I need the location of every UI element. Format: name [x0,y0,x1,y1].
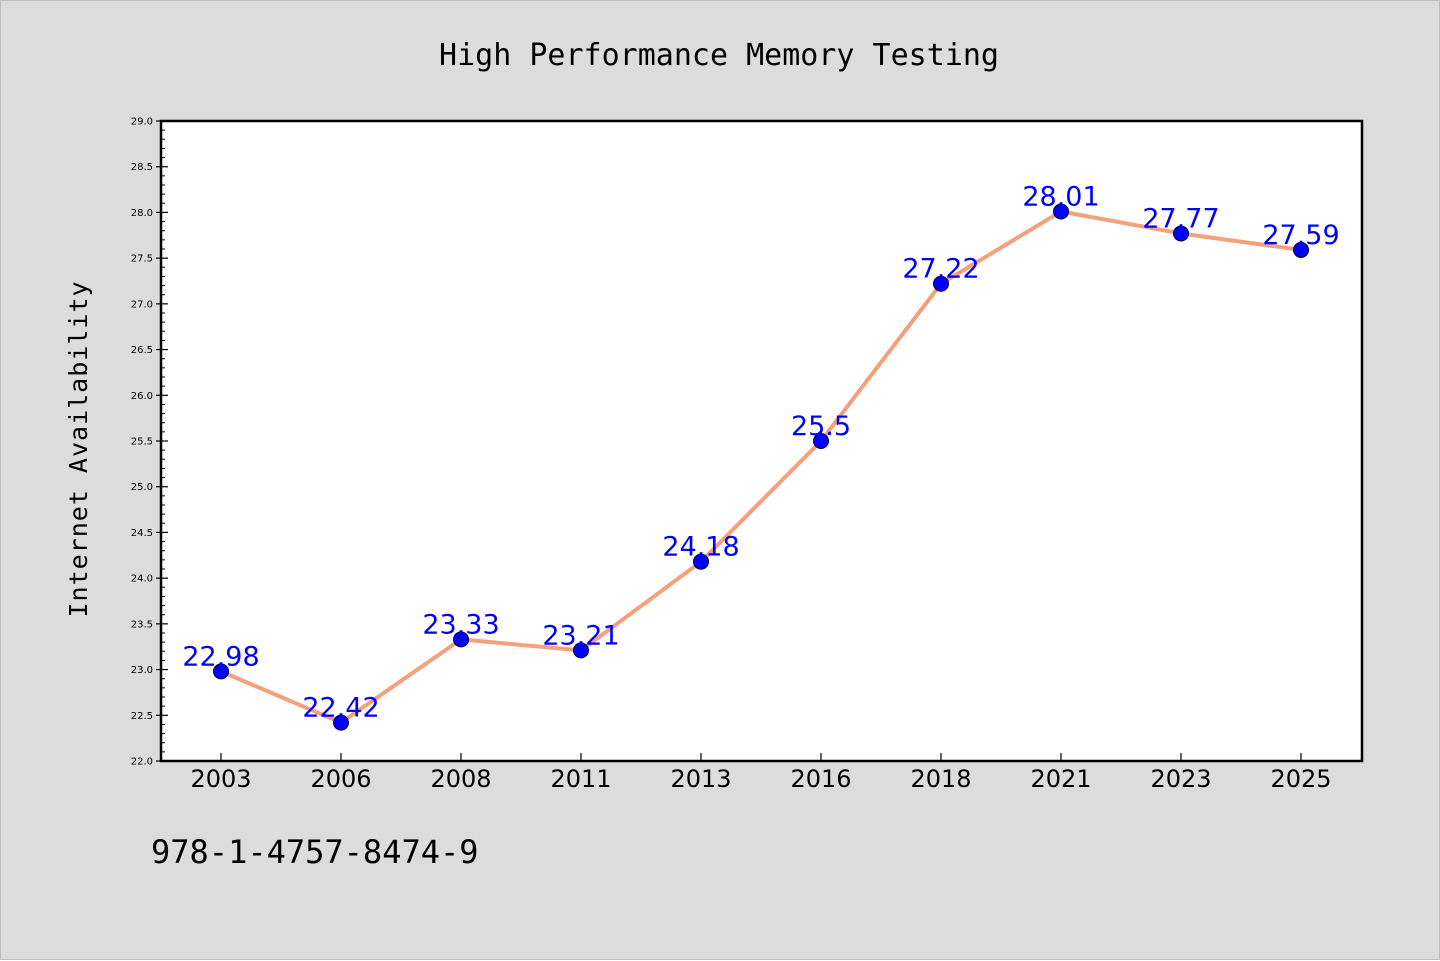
chart-title: High Performance Memory Testing [439,38,999,73]
y-axis-ticks: 22.0 22.5 23.0 23.5 24.0 24.5 25.0 25.5 26.0 26.5… [131,117,168,768]
data-point [453,631,469,648]
data-label: 22.42 [302,693,379,724]
y-tick-label: 29.0 [131,117,153,128]
data-labels: 22.98 22.42 23.33 23.21 24.18 25.5 27.22 28.01 2… [182,182,1339,724]
x-axis-ticks: 2003 2006 2008 2011 2013 2016 2018 2021 2023 2025 [190,753,1332,793]
data-label: 23.33 [422,609,499,640]
x-tick-label: 2003 [190,765,251,793]
x-tick-label: 2011 [550,765,611,793]
isbn-text: 978-1-4757-8474-9 [151,833,479,871]
x-tick-label: 2021 [1030,765,1091,793]
data-point [1173,225,1189,242]
data-label: 28.01 [1022,182,1099,213]
x-tick-label: 2008 [430,765,491,793]
data-point [1293,241,1309,258]
series-line [219,209,1303,725]
x-tick-label: 2006 [310,765,371,793]
plot-area [159,119,1364,763]
y-tick-label: 23.0 [131,665,153,676]
data-label: 27.59 [1262,220,1339,251]
x-tick-label: 2013 [670,765,731,793]
y-tick-label: 28.0 [131,208,153,219]
x-tick-label: 2018 [910,765,971,793]
data-point [213,663,229,680]
y-tick-label: 27.0 [131,299,153,310]
x-tick-label: 2016 [790,765,851,793]
data-label: 22.98 [182,641,259,672]
y-minor-ticks [161,129,165,753]
data-point [933,275,949,292]
data-label: 25.5 [791,411,851,442]
y-tick-label: 22.0 [131,757,153,768]
y-tick-label: 25.0 [131,482,153,493]
data-label: 23.21 [542,620,619,651]
y-tick-label: 26.0 [131,391,153,402]
y-tick-label: 23.5 [131,619,153,630]
data-point [573,642,589,659]
x-tick-label: 2025 [1270,765,1331,793]
data-markers [213,203,1309,731]
y-tick-label: 27.5 [131,254,153,265]
y-tick-label: 22.5 [131,711,153,722]
y-tick-label: 28.5 [131,162,153,173]
data-point [693,553,709,570]
data-point [813,433,829,449]
data-label: 27.77 [1142,203,1219,234]
y-tick-label: 25.5 [131,437,153,448]
y-tick-label: 26.5 [131,345,153,356]
y-tick-label: 24.0 [131,574,153,585]
y-axis-label: Internet Availability [64,280,93,617]
data-label: 27.22 [902,254,979,285]
data-point [333,714,349,731]
data-point [1053,203,1069,220]
y-tick-label: 24.5 [131,528,153,539]
x-tick-label: 2023 [1150,765,1211,793]
data-label: 24.18 [662,532,739,563]
